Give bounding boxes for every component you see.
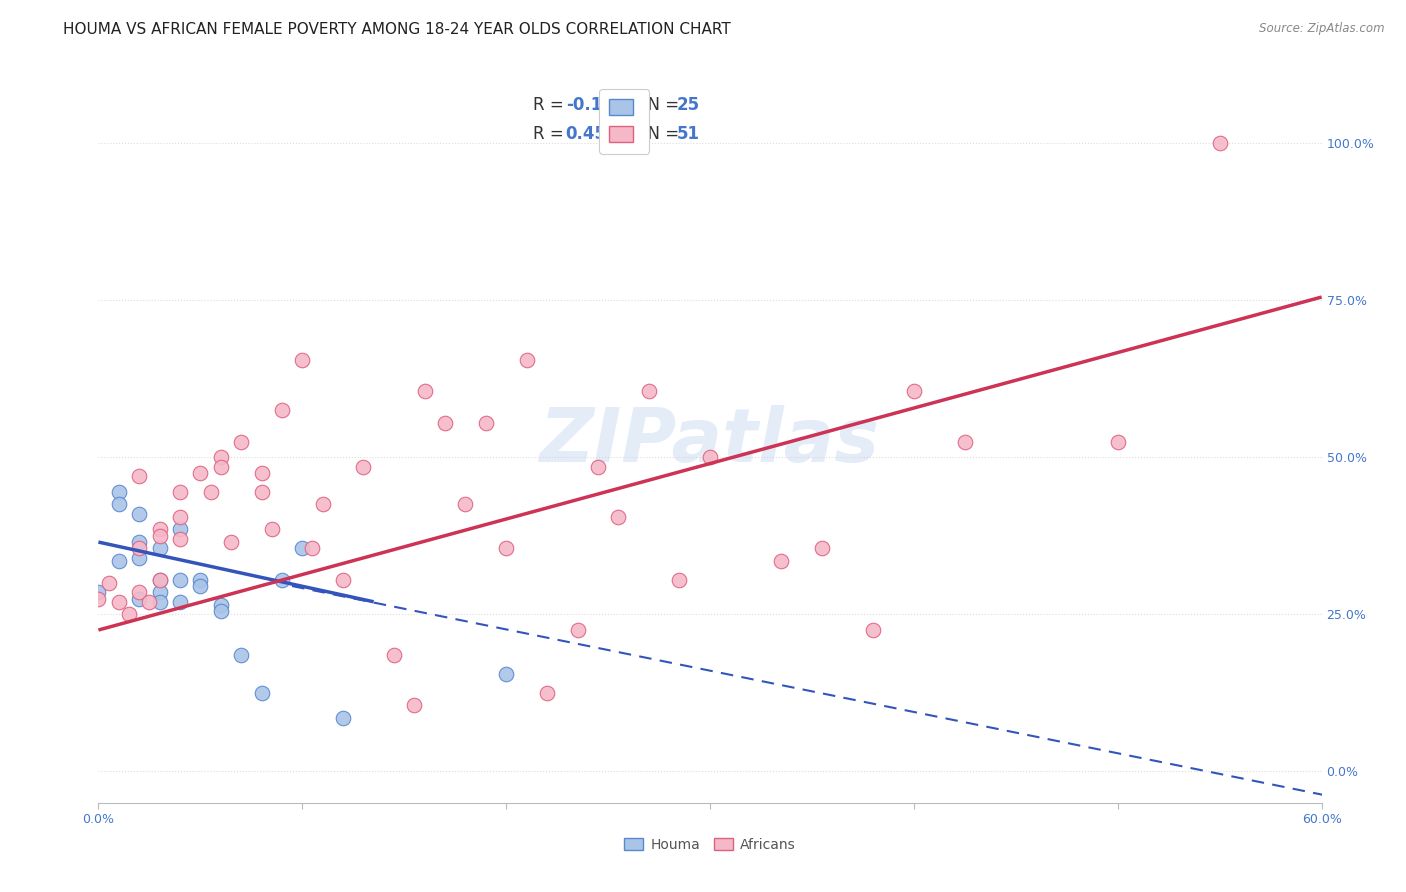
Point xyxy=(586,459,609,474)
Point xyxy=(250,484,273,499)
Point xyxy=(637,384,661,399)
Point xyxy=(668,573,690,587)
Point xyxy=(567,623,589,637)
Point xyxy=(87,591,110,606)
Point xyxy=(149,529,172,543)
Point xyxy=(108,595,131,609)
Point xyxy=(903,384,925,399)
Point xyxy=(169,510,191,524)
Text: N =: N = xyxy=(637,125,683,143)
Text: 25: 25 xyxy=(678,95,700,114)
Point xyxy=(108,554,131,568)
Point xyxy=(352,459,374,474)
Point xyxy=(953,434,976,449)
Point xyxy=(607,510,630,524)
Point xyxy=(474,416,498,430)
Point xyxy=(811,541,834,556)
Point xyxy=(382,648,405,662)
Text: HOUMA VS AFRICAN FEMALE POVERTY AMONG 18-24 YEAR OLDS CORRELATION CHART: HOUMA VS AFRICAN FEMALE POVERTY AMONG 18… xyxy=(63,22,731,37)
Point xyxy=(128,469,150,483)
Text: N =: N = xyxy=(637,95,683,114)
Point xyxy=(128,535,150,549)
Point xyxy=(87,585,110,599)
Legend: Houma, Africans: Houma, Africans xyxy=(619,832,801,857)
Point xyxy=(108,497,131,511)
Text: Source: ZipAtlas.com: Source: ZipAtlas.com xyxy=(1260,22,1385,36)
Point xyxy=(434,416,457,430)
Point xyxy=(454,497,477,511)
Point xyxy=(332,711,354,725)
Point xyxy=(128,591,150,606)
Point xyxy=(128,507,150,521)
Point xyxy=(138,595,160,609)
Point xyxy=(291,352,314,367)
Point xyxy=(291,541,314,556)
Point xyxy=(209,604,232,618)
Point xyxy=(495,541,517,556)
Point xyxy=(404,698,426,713)
Point xyxy=(1107,434,1129,449)
Point xyxy=(312,497,335,511)
Point xyxy=(149,573,172,587)
Point xyxy=(169,573,191,587)
Point xyxy=(209,450,232,465)
Point xyxy=(209,459,232,474)
Point xyxy=(270,573,294,587)
Point xyxy=(270,403,294,417)
Point xyxy=(219,535,242,549)
Point xyxy=(149,573,172,587)
Point xyxy=(188,579,212,593)
Text: R =: R = xyxy=(533,125,568,143)
Point xyxy=(188,466,212,480)
Point xyxy=(149,585,172,599)
Point xyxy=(149,523,172,537)
Text: -0.113: -0.113 xyxy=(565,95,626,114)
Point xyxy=(1209,136,1232,150)
Point xyxy=(149,595,172,609)
Point xyxy=(108,484,131,499)
Point xyxy=(169,595,191,609)
Point xyxy=(97,575,120,590)
Point xyxy=(128,550,150,565)
Point xyxy=(516,352,538,367)
Point xyxy=(301,541,323,556)
Point xyxy=(200,484,222,499)
Point xyxy=(413,384,436,399)
Point xyxy=(169,484,191,499)
Point xyxy=(770,554,793,568)
Text: R =: R = xyxy=(533,95,568,114)
Point xyxy=(128,541,150,556)
Point xyxy=(188,573,212,587)
Point xyxy=(862,623,884,637)
Point xyxy=(231,648,253,662)
Point xyxy=(118,607,141,622)
Point xyxy=(536,686,558,700)
Point xyxy=(332,573,354,587)
Text: 51: 51 xyxy=(678,125,700,143)
Point xyxy=(209,598,232,612)
Point xyxy=(169,532,191,546)
Point xyxy=(699,450,721,465)
Text: 0.451: 0.451 xyxy=(565,125,619,143)
Text: ZIPatlas: ZIPatlas xyxy=(540,405,880,478)
Point xyxy=(495,667,517,681)
Point xyxy=(169,523,191,537)
Point xyxy=(250,466,273,480)
Point xyxy=(250,686,273,700)
Point xyxy=(260,523,283,537)
Point xyxy=(231,434,253,449)
Point xyxy=(149,541,172,556)
Point xyxy=(128,585,150,599)
